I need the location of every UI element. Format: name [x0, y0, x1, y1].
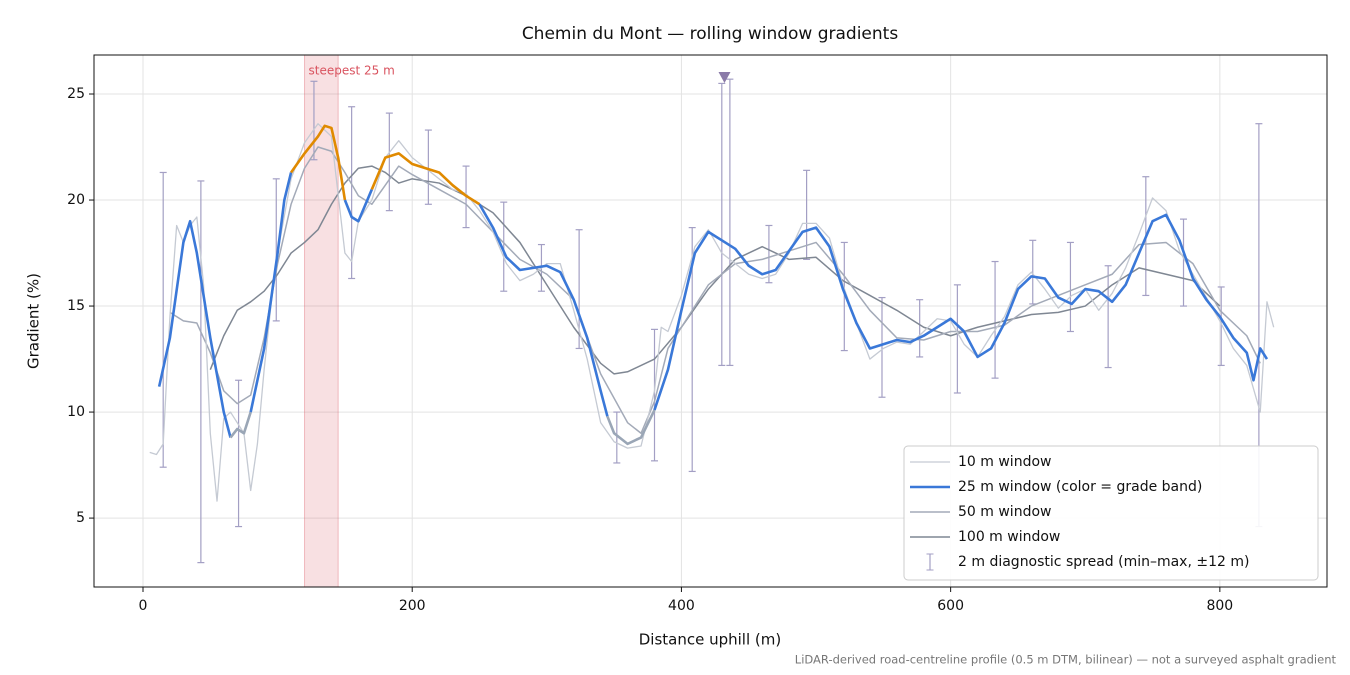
legend-label: 2 m diagnostic spread (min–max, ±12 m)	[958, 554, 1249, 570]
series-line	[606, 409, 656, 446]
error-bar	[878, 296, 886, 398]
error-bar	[651, 328, 659, 462]
error-bar	[1180, 218, 1188, 307]
legend-label: 100 m window	[958, 529, 1060, 545]
y-axis-label: Gradient (%)	[25, 273, 43, 369]
legend-box	[903, 445, 1319, 581]
error-bar	[991, 260, 999, 379]
error-bar	[272, 178, 280, 322]
y-tick-label: 20	[67, 192, 85, 208]
error-bar	[235, 379, 243, 528]
series-line	[169, 146, 1261, 435]
error-bar	[348, 106, 356, 280]
legend-label: 10 m window	[958, 454, 1051, 470]
x-tick-label: 0	[139, 598, 148, 614]
y-tick-label: 25	[67, 86, 85, 102]
x-axis-label: Distance uphill (m)	[639, 631, 781, 649]
highlight-band	[304, 54, 339, 588]
error-bar	[1029, 239, 1037, 305]
error-bar	[1104, 265, 1112, 369]
series-line	[290, 124, 347, 201]
error-bar	[840, 241, 848, 352]
legend-label: 50 m window	[958, 504, 1051, 520]
marker	[718, 72, 731, 84]
error-bar	[1066, 241, 1074, 333]
y-tick-label: 15	[67, 298, 85, 314]
series-line	[249, 172, 293, 413]
error-bar	[953, 284, 961, 394]
error-bar	[159, 171, 167, 468]
y-tick-label: 5	[76, 510, 85, 526]
error-bar	[197, 180, 205, 564]
highlight-label: steepest 25 m	[309, 64, 395, 78]
error-bar	[424, 129, 432, 205]
series-line	[157, 219, 232, 438]
legend: 10 m window 25 m window (color = grade ba…	[903, 445, 1319, 581]
error-bar	[613, 411, 621, 464]
series-line	[229, 411, 252, 439]
x-tick-label: 800	[1206, 598, 1233, 614]
series-line	[653, 213, 1269, 411]
footnote: LiDAR-derived road-centreline profile (0…	[795, 653, 1337, 667]
x-tick-label: 600	[937, 598, 964, 614]
error-bar	[718, 82, 726, 367]
x-tick-label: 200	[399, 598, 426, 614]
error-bar	[803, 169, 811, 261]
error-bar	[916, 299, 924, 358]
plot-frame	[93, 54, 1328, 588]
error-bar	[726, 78, 734, 367]
series-line	[149, 123, 1275, 502]
y-tick-label: 10	[67, 404, 85, 420]
error-bar	[1217, 286, 1225, 367]
series-line	[343, 188, 374, 223]
error-bar	[385, 112, 393, 212]
x-tick-label: 400	[668, 598, 695, 614]
chart-title: Chemin du Mont — rolling window gradient…	[522, 24, 899, 44]
series-line	[370, 152, 481, 206]
error-bar	[310, 80, 318, 161]
series-line	[478, 203, 609, 417]
legend-label: 25 m window (color = grade band)	[958, 479, 1202, 495]
error-bar	[500, 201, 508, 292]
